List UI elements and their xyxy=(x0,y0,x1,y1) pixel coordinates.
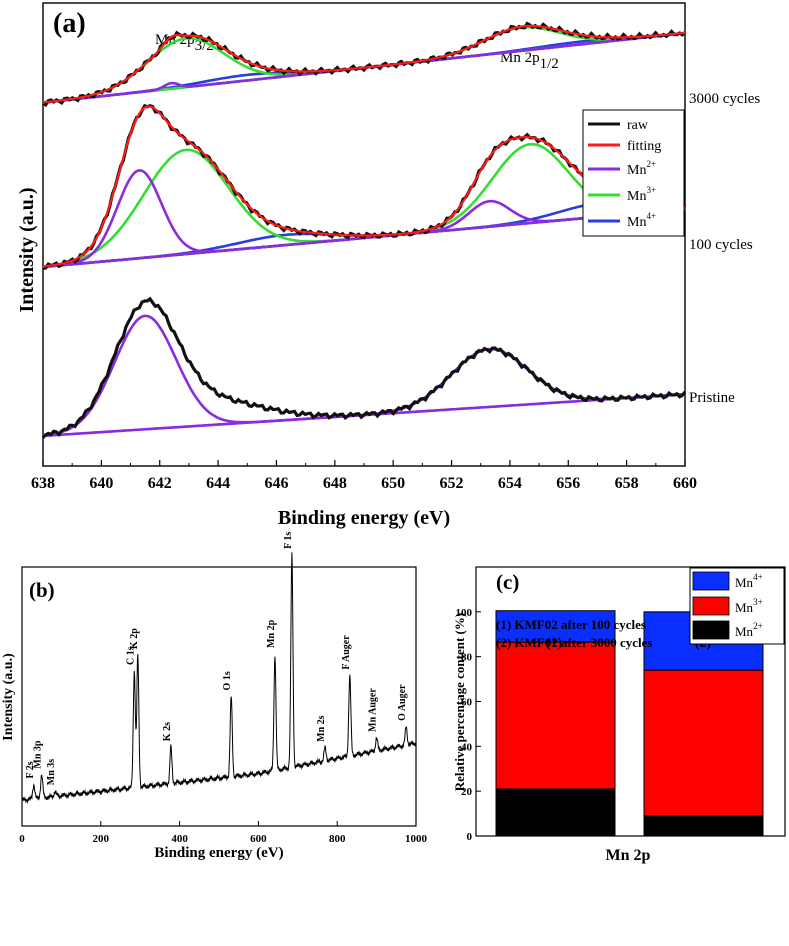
bar-segment-Mn4+-0 xyxy=(495,610,616,643)
panel-a-curves xyxy=(41,21,687,439)
legend-c-mn4-label: Mn4+ xyxy=(735,572,763,590)
panel-a-x-tick-label: 642 xyxy=(148,475,172,492)
panel-a-xlabel: Binding energy (eV) xyxy=(278,507,450,529)
panel-c-bars xyxy=(495,610,764,837)
panel-b-x-tick-label: 1000 xyxy=(405,833,428,845)
fitting-1 xyxy=(42,105,686,268)
peak-label: K 2s xyxy=(162,722,173,741)
panel-a: (a) Mn 2p3/2 Mn 2p1/2 638 640 642 644 646 648… xyxy=(16,2,760,529)
panel-c-label: (c) xyxy=(496,570,519,594)
legend-c-mn2-swatch xyxy=(692,620,730,640)
legend-a-box xyxy=(582,109,685,237)
panel-a-x-tick-label: 638 xyxy=(31,475,55,492)
peak-label: C 1s xyxy=(125,646,136,665)
panel-a-x-tick-label: 648 xyxy=(323,475,347,492)
panel-a-x-ticks: 638 640 642 644 646 648 650 652 654 656 658 660 xyxy=(31,460,697,492)
panel-b-xlabel: Binding energy (eV) xyxy=(154,845,283,861)
panel-a-label: (a) xyxy=(53,8,86,39)
panel-a-x-tick-label: 652 xyxy=(440,475,464,492)
panel-c-y-tick-label: 0 xyxy=(467,831,473,843)
legend-c-mn3-swatch xyxy=(692,596,730,616)
panel-b-x-tick-label: 600 xyxy=(250,833,267,845)
panel-c-xlabel: Mn 2p xyxy=(606,847,651,864)
panel-a-x-tick-label: 660 xyxy=(673,475,697,492)
panel-c-y-ticks: 0 20 40 60 80 100 xyxy=(456,607,481,843)
legend-c-mn4-swatch xyxy=(692,571,730,591)
peak-label: F 2s xyxy=(25,761,36,778)
panel-c-note1: (1) KMF02 after 100 cycles xyxy=(496,617,646,632)
panel-b-label: (b) xyxy=(29,578,55,602)
legend-mn3-label: Mn3+ xyxy=(627,185,656,204)
bar-segment-Mn2+-0 xyxy=(495,788,616,837)
panel-b-x-tick-label: 200 xyxy=(93,833,110,845)
legend-c-mn3-label: Mn3+ xyxy=(735,597,763,615)
panel-b-x-tick-label: 400 xyxy=(171,833,188,845)
panel-b-spectrum xyxy=(21,552,417,805)
panel-a-x-tick-label: 658 xyxy=(615,475,639,492)
peak-label: Mn Auger xyxy=(368,688,379,732)
stack-label-100: 100 cycles xyxy=(689,237,753,253)
bar-segment-Mn3+-0 xyxy=(495,641,616,790)
fitting-0 xyxy=(42,24,686,104)
panel-a-ylabel: Intensity (a.u.) xyxy=(16,187,38,312)
panel-a-x-tick-label: 644 xyxy=(206,475,230,492)
panel-a-x-tick-label: 646 xyxy=(264,475,288,492)
stack-label-3000: 3000 cycles xyxy=(689,91,760,107)
panel-a-legend: raw fitting Mn2+ Mn3+ Mn4+ xyxy=(582,109,685,237)
panel-c-y-tick-label: 100 xyxy=(456,607,473,619)
panel-b-x-tick-label: 0 xyxy=(19,833,25,845)
legend-raw-label: raw xyxy=(627,118,649,133)
peak-label: Mn 2p xyxy=(266,619,277,648)
panel-a-x-tick-label: 656 xyxy=(556,475,580,492)
bar-segment-Mn3+-1 xyxy=(643,669,764,817)
peak-label: Mn 2s xyxy=(316,715,327,742)
legend-mn4-label: Mn4+ xyxy=(627,211,656,230)
panel-c-cat1: (1) xyxy=(546,636,563,651)
panel-c-ylabel: Relative percentage content (%) xyxy=(452,613,467,791)
panel-b-frame xyxy=(21,566,417,827)
panel-c-legend: Mn4+ Mn3+ Mn2+ xyxy=(689,567,785,645)
panel-c-note2: (2) KMF02 after 3000 cycles xyxy=(496,635,652,650)
panel-a-x-tick-label: 654 xyxy=(498,475,522,492)
stack-label-pristine: Pristine xyxy=(689,390,735,406)
panel-c-y-tick-label: 20 xyxy=(461,786,473,798)
peak-label: Mn 3s xyxy=(46,759,57,786)
legend-mn2-label: Mn2+ xyxy=(627,159,656,178)
panel-c-y-tick-label: 40 xyxy=(461,741,473,753)
peak-label: Mn 3p xyxy=(33,740,44,769)
panel-b-ylabel: Intensity (a.u.) xyxy=(1,653,16,741)
peak-label: O Auger xyxy=(397,684,408,721)
peak-label: O 1s xyxy=(222,671,233,690)
peak-label: F 1s xyxy=(283,532,294,549)
panel-a-x-tick-label: 650 xyxy=(381,475,405,492)
panel-a-x-tick-label: 640 xyxy=(89,475,113,492)
bar-segment-Mn2+-1 xyxy=(643,815,764,837)
panel-c-y-tick-label: 80 xyxy=(461,652,473,664)
legend-fitting-label: fitting xyxy=(627,139,661,154)
peak-label: F Auger xyxy=(341,635,352,670)
panel-b-x-ticks: 0 200 400 600 800 1000 xyxy=(19,821,428,845)
legend-c-mn2-label: Mn2+ xyxy=(735,621,763,639)
peak-label-p12: Mn 2p1/2 xyxy=(500,50,559,72)
panel-c-y-tick-label: 60 xyxy=(461,697,473,709)
panel-b-x-tick-label: 800 xyxy=(329,833,346,845)
survey-spectrum xyxy=(21,552,417,805)
raw-2 xyxy=(41,296,687,439)
peak-label: K 2p xyxy=(129,628,140,649)
